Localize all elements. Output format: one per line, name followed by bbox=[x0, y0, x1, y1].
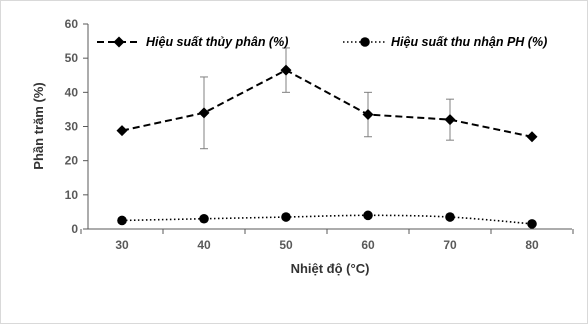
y-tick-label: 0 bbox=[71, 222, 78, 236]
series-ph-point bbox=[527, 219, 537, 229]
legend-marker-diamond bbox=[113, 36, 125, 48]
series-hydrolysis-line bbox=[121, 68, 533, 138]
legend-marker-circle bbox=[360, 37, 370, 47]
x-tick-label: 80 bbox=[525, 238, 539, 252]
series-ph-point bbox=[445, 212, 455, 222]
y-ticks: 0 10 20 30 40 50 60 bbox=[65, 17, 88, 236]
y-tick-label: 10 bbox=[65, 188, 79, 202]
series-hydrolysis-point bbox=[362, 109, 374, 121]
x-axis-title: Nhiệt độ (°C) bbox=[291, 261, 370, 276]
y-axis-title: Phần trăm (%) bbox=[31, 82, 46, 169]
legend-label-hydrolysis: Hiệu suất thủy phân (%) bbox=[146, 35, 288, 49]
x-tick-label: 70 bbox=[443, 238, 457, 252]
series-ph-point bbox=[199, 213, 209, 224]
x-tick-label: 30 bbox=[115, 238, 129, 252]
x-tick-label: 40 bbox=[197, 238, 211, 252]
legend: Hiệu suất thủy phân (%) Hiệu suất thu nh… bbox=[97, 35, 547, 49]
y-tick-label: 50 bbox=[65, 51, 79, 65]
series-ph-point bbox=[117, 215, 127, 226]
series-ph-line bbox=[121, 214, 533, 225]
y-tick-label: 40 bbox=[65, 85, 79, 99]
y-tick-label: 60 bbox=[65, 17, 79, 31]
series-hydrolysis-point bbox=[116, 125, 128, 137]
series-hydrolysis-point bbox=[526, 131, 538, 143]
legend-item-hydrolysis: Hiệu suất thủy phân (%) bbox=[97, 35, 288, 49]
x-tick-label: 50 bbox=[279, 238, 293, 252]
x-tick-label: 60 bbox=[361, 238, 375, 252]
series-ph-point bbox=[363, 210, 373, 221]
series-hydrolysis-point bbox=[198, 107, 210, 119]
series-hydrolysis-point bbox=[444, 114, 456, 126]
legend-item-ph: Hiệu suất thu nhận PH (%) bbox=[343, 35, 547, 49]
y-tick-label: 20 bbox=[65, 154, 79, 168]
series-hydrolysis-point bbox=[280, 64, 292, 76]
legend-label-ph: Hiệu suất thu nhận PH (%) bbox=[391, 35, 547, 49]
y-tick-label: 30 bbox=[65, 120, 79, 134]
series-ph-point bbox=[281, 212, 291, 222]
chart-axes bbox=[87, 24, 572, 230]
series-layer bbox=[116, 47, 538, 229]
x-ticks: 30 40 50 60 70 80 bbox=[80, 229, 574, 252]
